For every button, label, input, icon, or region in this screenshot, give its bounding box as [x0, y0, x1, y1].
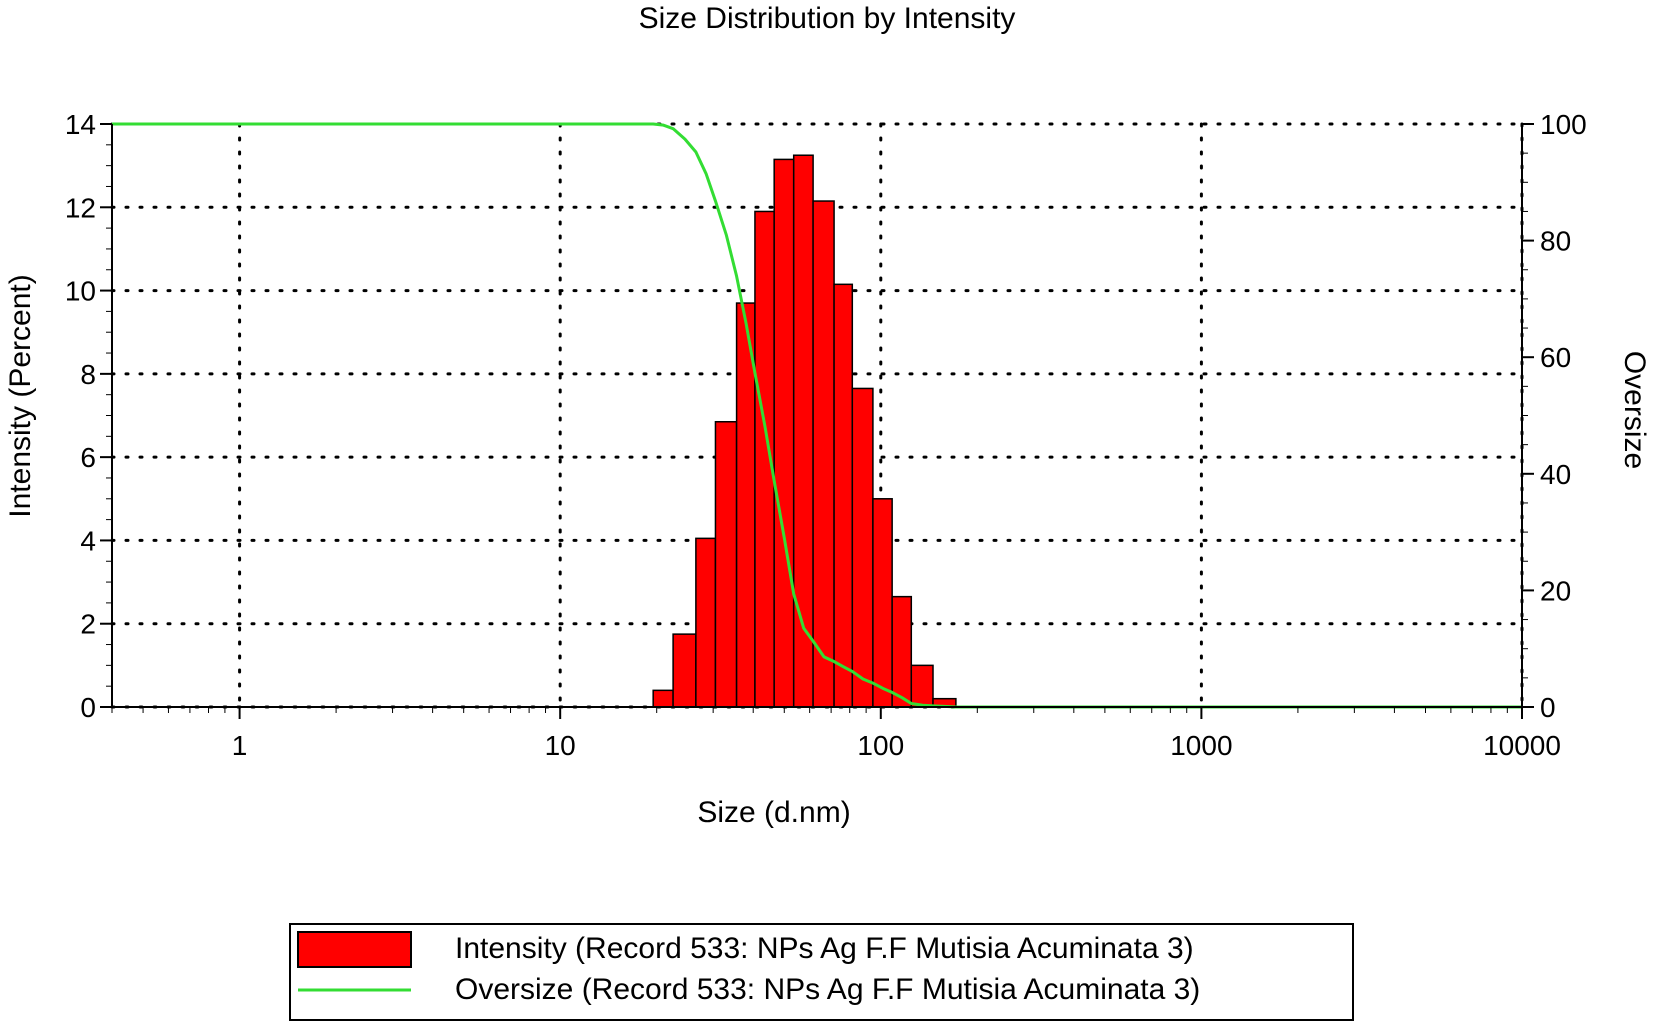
x-axis-label: Size (d.nm): [697, 796, 850, 829]
y-tick-label: 12: [65, 192, 96, 223]
intensity-bar: [773, 158, 795, 708]
intensity-bar: [695, 537, 717, 708]
x-tick-label: 1: [232, 730, 248, 761]
x-tick-label: 1000: [1170, 730, 1232, 761]
y2-axis-label: Oversize: [1618, 351, 1651, 469]
legend-oversize-label: Oversize (Record 533: NPs Ag F.F Mutisia…: [455, 973, 1200, 1006]
oversize-line: [112, 122, 1522, 709]
chart-title: Size Distribution by Intensity: [639, 2, 1016, 35]
y2-tick-label: 40: [1540, 459, 1571, 490]
x-tick-label: 10000: [1483, 730, 1561, 761]
y-tick-label: 6: [80, 442, 96, 473]
intensity-bar: [833, 283, 854, 708]
intensity-bar: [891, 595, 913, 708]
intensity-bar: [872, 498, 893, 708]
intensity-bar: [714, 420, 738, 708]
y2-tick-label: 80: [1540, 226, 1571, 257]
y-tick-label: 0: [80, 692, 96, 723]
y2-tick-label: 20: [1540, 575, 1571, 606]
legend-intensity-swatch: [297, 931, 412, 968]
legend-box: [289, 923, 1354, 1021]
y2-tick-label: 60: [1540, 342, 1571, 373]
y2-tick-label: 100: [1540, 109, 1587, 140]
y-axis-label: Intensity (Percent): [4, 274, 37, 517]
y-tick-label: 4: [80, 525, 96, 556]
bars-layer: [652, 154, 957, 708]
line-layer: [112, 122, 1522, 709]
x-tick-label: 100: [857, 730, 904, 761]
y2-tick-label: 0: [1540, 692, 1556, 723]
y-tick-label: 2: [80, 609, 96, 640]
intensity-bar: [910, 664, 934, 708]
intensity-bar: [672, 633, 697, 708]
y-tick-label: 14: [65, 109, 96, 140]
intensity-bar: [851, 387, 874, 708]
intensity-bar: [812, 200, 835, 708]
ticks-layer: 0 2 4 6 8 10 12 14 0 20 40 60 80 100 1 10 100 1000 10000: [65, 109, 1587, 761]
legend: Intensity (Record 533: NPs Ag F.F Mutisi…: [289, 923, 1354, 1021]
y-tick-label: 8: [80, 359, 96, 390]
legend-intensity-label: Intensity (Record 533: NPs Ag F.F Mutisi…: [455, 932, 1194, 965]
intensity-bar: [652, 689, 674, 708]
y-tick-label: 10: [65, 276, 96, 307]
x-tick-label: 10: [545, 730, 576, 761]
